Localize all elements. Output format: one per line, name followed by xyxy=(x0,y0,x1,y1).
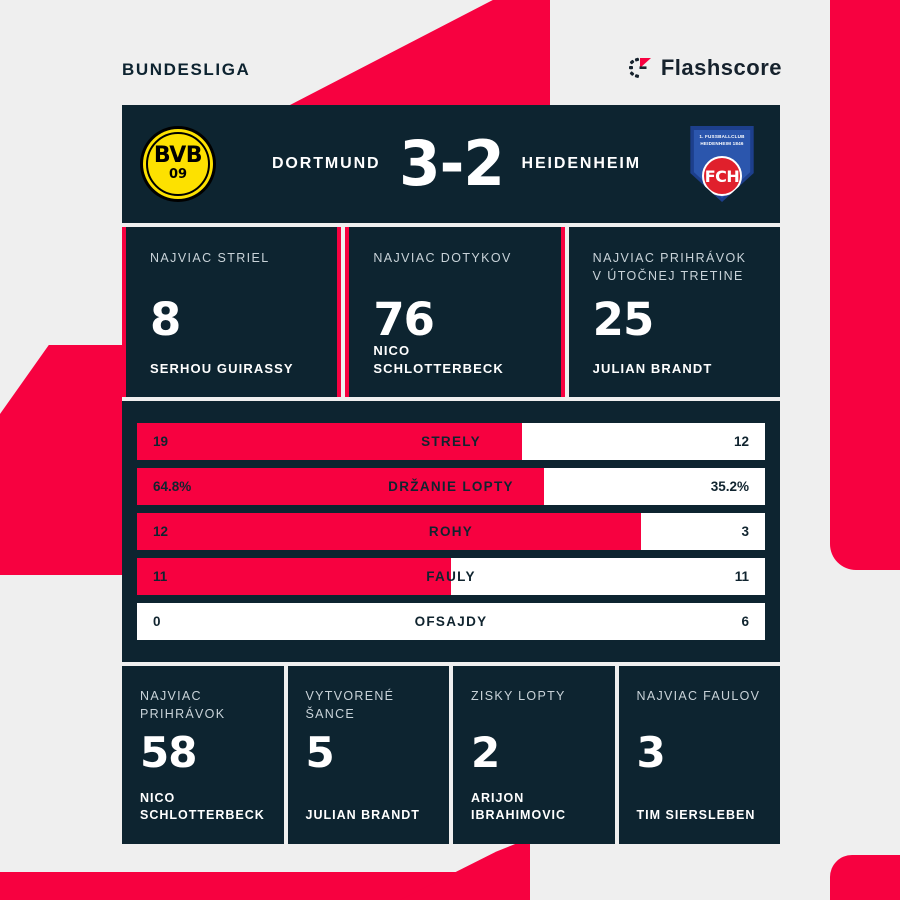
stat-home-value: 19 xyxy=(153,434,169,450)
stat-away-value: 35.2% xyxy=(710,479,749,495)
highlight-card-value: 3 xyxy=(636,728,666,778)
highlight-card-value: 58 xyxy=(140,728,197,778)
match-score: 3-2 xyxy=(398,127,505,200)
match-statistics-chart: 19 Strely 12 64.8% Držanie lopty 35.2% 1… xyxy=(122,401,780,663)
decorative-shape-right-bar xyxy=(830,0,900,570)
decorative-shape-left-block xyxy=(0,345,122,575)
brand-name: Flashscore xyxy=(660,55,782,80)
highlight-card-player: Nico Schlotterbeck xyxy=(140,791,265,823)
fc-heidenheim-crest-icon: 1. FUSSBALLCLUB HEIDENHEIM 1846 FCH xyxy=(686,126,762,202)
stat-away-value: 11 xyxy=(734,569,749,585)
highlight-card-value: 2 xyxy=(471,728,500,778)
stat-label: Fauly xyxy=(426,569,476,585)
highlight-card: Najviac prihrávok 58 Nico Schlotterbeck xyxy=(122,666,284,845)
stat-row: 0 Ofsajdy 6 xyxy=(137,603,765,641)
stat-home-value: 12 xyxy=(153,524,169,540)
highlight-card-player: Tim Siersleben xyxy=(636,808,756,823)
highlight-card-player: Julian Brandt xyxy=(592,360,713,376)
stat-away-value: 12 xyxy=(733,434,749,450)
crest-home-year: 09 xyxy=(168,166,188,182)
highlight-card-player: Serhou Guirassy xyxy=(150,360,294,376)
stat-label: Strely xyxy=(421,434,481,450)
stat-away-value: 3 xyxy=(741,524,749,540)
stat-row: 11 Fauly 11 xyxy=(137,558,765,596)
scoreline: BVB 09 Dortmund 3-2 Heidenheim 1. FUSSBA… xyxy=(122,105,780,223)
highlight-card: Najviac dotykov 76 Nico Schlotterbeck xyxy=(345,227,565,398)
stat-label: Ofsajdy xyxy=(414,614,488,630)
home-team-name: Dortmund xyxy=(271,155,381,172)
decorative-shape-top xyxy=(290,0,550,105)
stat-row: 19 Strely 12 xyxy=(137,423,765,461)
highlight-card: Vytvorené šance 5 Julian Brandt xyxy=(287,666,449,845)
decorative-shape-bottom-rise xyxy=(400,838,530,900)
highlight-card-label: Najviac striel xyxy=(150,251,270,265)
highlight-card: Najviac striel 8 Serhou Guirassy xyxy=(122,227,342,398)
away-team-name: Heidenheim xyxy=(521,155,641,172)
highlight-card-label: Zisky lopty xyxy=(471,689,566,704)
borussia-dortmund-crest-icon: BVB 09 xyxy=(140,126,216,202)
stat-row: 64.8% Držanie lopty 35.2% xyxy=(137,468,765,506)
top-highlight-cards: Najviac striel 8 Serhou Guirassy Najviac… xyxy=(122,227,780,398)
highlight-card-label: Najviac faulov xyxy=(636,689,761,704)
highlight-card-value: 8 xyxy=(150,293,181,346)
highlight-card: Najviac faulov 3 Tim Siersleben xyxy=(618,666,780,845)
decorative-shape-right-chip xyxy=(830,855,900,900)
crest-away-sub: HEIDENHEIM 1846 xyxy=(700,140,744,146)
highlight-card-player: Julian Brandt xyxy=(305,808,420,823)
stat-bar-home-fill xyxy=(137,468,544,506)
highlight-card-label: Najviac prihrávok v útočnej tretine xyxy=(592,251,747,284)
highlight-card: Najviac prihrávok v útočnej tretine 25 J… xyxy=(568,227,780,398)
stat-home-value: 11 xyxy=(153,569,168,585)
stat-label: Rohy xyxy=(428,524,474,540)
highlight-card-label: Najviac dotykov xyxy=(373,251,512,265)
stat-home-value: 0 xyxy=(153,614,161,630)
highlight-card-value: 5 xyxy=(305,728,335,778)
highlight-card-player: Arijon Ibrahimovic xyxy=(471,791,567,823)
highlight-card-value: 25 xyxy=(592,293,655,347)
bottom-highlight-cards: Najviac prihrávok 58 Nico Schlotterbeck … xyxy=(122,666,780,845)
flashscore-logo-icon xyxy=(627,55,653,81)
match-panel: BVB 09 Dortmund 3-2 Heidenheim 1. FUSSBA… xyxy=(122,105,780,845)
highlight-card: Zisky lopty 2 Arijon Ibrahimovic xyxy=(453,666,615,845)
league-title: BUNDESLIGA xyxy=(122,60,251,79)
stat-away-value: 6 xyxy=(741,614,749,630)
stat-row: 12 Rohy 3 xyxy=(137,513,765,551)
stat-home-value: 64.8% xyxy=(153,479,192,495)
stat-bar-home-fill xyxy=(137,558,451,596)
highlight-card-player: Nico Schlotterbeck xyxy=(373,343,504,376)
highlight-card-label: Najviac prihrávok xyxy=(140,689,226,721)
stat-bar-home-fill xyxy=(137,423,522,461)
highlight-card-label: Vytvorené šance xyxy=(305,689,395,721)
brand-logo: Flashscore xyxy=(627,55,782,81)
stat-bar-home-fill xyxy=(137,513,641,551)
crest-home-label: BVB xyxy=(153,142,203,168)
stat-label: Držanie lopty xyxy=(388,479,514,495)
crest-away-label: 1. FUSSBALLCLUB xyxy=(699,134,745,139)
highlight-card-value: 76 xyxy=(373,293,435,346)
crest-away-initials: FCH xyxy=(704,166,740,186)
